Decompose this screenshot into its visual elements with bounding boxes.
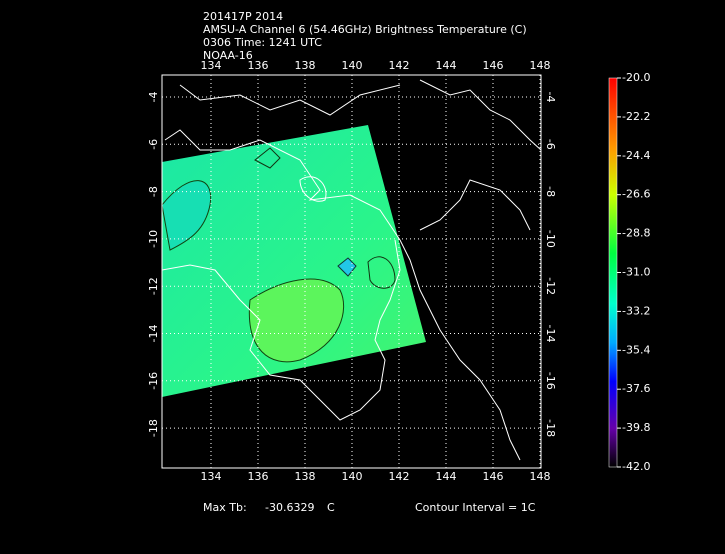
- colorbar-label: -37.6: [622, 382, 650, 395]
- colorbar: [608, 77, 618, 468]
- lat-label: -10: [147, 230, 160, 248]
- map-frame: [161, 74, 542, 469]
- colorbar-label: -26.6: [622, 188, 650, 201]
- max-label: Max Tb:: [203, 501, 247, 514]
- lon-label: 142: [389, 59, 410, 72]
- lon-label: 142: [389, 470, 410, 483]
- contour: [254, 147, 281, 169]
- lat-label: -4: [544, 92, 557, 103]
- lat-label: -18: [544, 419, 557, 437]
- lat-label: -14: [147, 325, 160, 343]
- lon-label: 148: [530, 59, 551, 72]
- island: [299, 176, 327, 202]
- header-line: AMSU-A Channel 6 (54.46GHz) Brightness T…: [203, 23, 527, 36]
- colorbar-label: -22.2: [622, 110, 650, 123]
- colorbar-label: -24.4: [622, 149, 650, 162]
- contour: [162, 180, 212, 251]
- colorbar-label: -35.4: [622, 343, 650, 356]
- lon-label: 134: [201, 59, 222, 72]
- colorbar-label: -42.0: [622, 460, 650, 473]
- lat-label: -6: [147, 139, 160, 150]
- map-layer: [162, 79, 541, 461]
- colorbar-label: -28.8: [622, 227, 650, 240]
- lat-label: -18: [147, 419, 160, 437]
- lon-label: 148: [530, 470, 551, 483]
- lat-label: -8: [544, 186, 557, 197]
- lat-label: -14: [544, 325, 557, 343]
- colorbar-label: -20.0: [622, 71, 650, 84]
- lat-label: -16: [147, 372, 160, 390]
- lon-label: 144: [436, 470, 457, 483]
- coastline: [162, 79, 541, 461]
- lon-label: 146: [483, 59, 504, 72]
- lon-label: 136: [248, 59, 269, 72]
- grid: 134 134 136 136 138 138 140 140 142 142 144 144 146 1…: [147, 59, 557, 483]
- contour: [367, 256, 396, 289]
- lat-label: -4: [147, 92, 160, 103]
- lat-label: -10: [544, 230, 557, 248]
- lon-label: 138: [295, 59, 316, 72]
- lon-label: 140: [342, 470, 363, 483]
- colorbar-label: -31.0: [622, 266, 650, 279]
- lat-label: -8: [147, 186, 160, 197]
- max-value: -30.6329: [265, 501, 314, 514]
- lon-label: 146: [483, 470, 504, 483]
- lat-label: -12: [544, 277, 557, 295]
- header-line: 0306 Time: 1241 UTC: [203, 36, 322, 49]
- lat-label: -12: [147, 277, 160, 295]
- lon-label: 144: [436, 59, 457, 72]
- lon-label: 140: [342, 59, 363, 72]
- lon-label: 134: [201, 470, 222, 483]
- lat-label: -16: [544, 372, 557, 390]
- lon-label: 136: [248, 470, 269, 483]
- header-line: 201417P 2014: [203, 10, 283, 23]
- header-line: NOAA-16: [203, 49, 253, 62]
- colorbar-labels: -20.0 -22.2 -24.4 -26.6 -28.8 -31.0 -33.2 -35.4…: [617, 71, 650, 473]
- colorbar-label: -33.2: [622, 304, 650, 317]
- satellite-swath: [162, 125, 426, 397]
- lon-label: 138: [295, 470, 316, 483]
- colorbar-label: -39.8: [622, 421, 650, 434]
- contour-interval: Contour Interval = 1C: [415, 501, 536, 514]
- max-unit: C: [327, 501, 335, 514]
- lat-label: -6: [544, 139, 557, 150]
- contour: [248, 278, 345, 363]
